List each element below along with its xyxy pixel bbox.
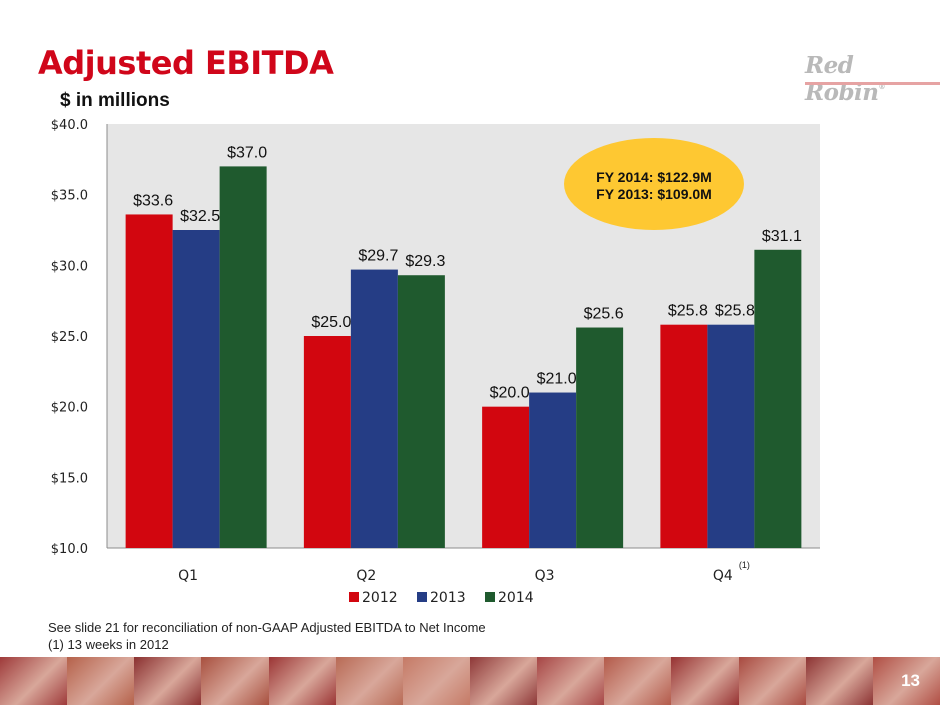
bar-2014-Q2 xyxy=(397,275,445,548)
legend-label: 2014 xyxy=(498,590,534,606)
bar-label: $25.8 xyxy=(715,303,755,320)
banner-photo-tile xyxy=(469,657,538,705)
reconciliation-footnote: See slide 21 for reconciliation of non-G… xyxy=(48,620,486,635)
bar-label: $21.0 xyxy=(537,371,577,388)
x-tick-label: Q3 xyxy=(535,568,555,584)
bar-2012-Q3 xyxy=(482,406,530,548)
x-tick-superscript: (1) xyxy=(739,560,750,570)
bar-label: $25.6 xyxy=(584,306,624,323)
legend-label: 2013 xyxy=(430,590,466,606)
bar-label: $29.3 xyxy=(405,253,445,270)
banner-photo-tile xyxy=(738,657,806,705)
bar-label: $33.6 xyxy=(133,192,173,209)
bar-2014-Q4 xyxy=(754,249,802,548)
bar-2014-Q3 xyxy=(576,327,624,548)
logo-underline xyxy=(805,82,940,85)
x-tick-label: Q2 xyxy=(356,568,376,584)
bar-2013-Q4 xyxy=(707,324,755,548)
banner-photo-tile xyxy=(805,657,873,705)
bar-2012-Q2 xyxy=(303,336,351,548)
x-axis-ticks: Q1 Q2 Q3 Q4 (1) xyxy=(178,560,750,584)
y-tick-label: $25.0 xyxy=(51,330,88,345)
banner-photo-tile xyxy=(872,657,940,705)
y-tick-label: $20.0 xyxy=(51,401,88,416)
banner-photo-tile xyxy=(335,657,403,705)
banner-photo-tile xyxy=(671,657,739,705)
banner-photo-tile xyxy=(67,657,135,705)
banner-photo-tile xyxy=(0,657,68,705)
registered-mark: ® xyxy=(878,82,886,91)
y-tick-label: $40.0 xyxy=(51,118,88,133)
bar-2012-Q1 xyxy=(125,214,173,548)
bar-label: $37.0 xyxy=(227,144,267,161)
legend-swatch-2012 xyxy=(349,592,359,602)
banner-photo-tile xyxy=(537,657,605,705)
banner-photo-tile xyxy=(268,657,336,705)
units-subtitle: $ in millions xyxy=(60,90,170,111)
bar-2014-Q1 xyxy=(219,166,267,548)
ebitda-bar-chart: $10.0 $15.0 $20.0 $25.0 $30.0 $35.0 $40.0 $33.… xyxy=(51,118,820,606)
bar-2012-Q4 xyxy=(660,324,708,548)
x-tick-label: Q1 xyxy=(178,568,198,584)
bar-label: $20.0 xyxy=(490,385,530,402)
legend: 2012 2013 2014 xyxy=(349,590,534,606)
bar-2013-Q1 xyxy=(172,230,220,548)
photo-banner xyxy=(0,657,940,705)
x-tick-label: Q4 xyxy=(713,568,733,584)
callout-line: FY 2014: $122.9M xyxy=(596,169,712,185)
bars xyxy=(125,166,802,548)
y-tick-label: $30.0 xyxy=(51,259,88,274)
legend-label: 2012 xyxy=(362,590,398,606)
callout-line: FY 2013: $109.0M xyxy=(596,186,712,202)
bar-label: $25.0 xyxy=(311,314,351,331)
bar-label: $25.8 xyxy=(668,303,708,320)
bar-label: $32.5 xyxy=(180,208,220,225)
bar-2013-Q2 xyxy=(350,269,398,548)
banner-photo-tile xyxy=(604,657,672,705)
page-number: 13 xyxy=(901,671,920,690)
bar-labels: $33.6 $32.5 $37.0 $25.0 $29.7 $29.3 $20.0 $21.0… xyxy=(133,144,802,401)
bar-2013-Q3 xyxy=(529,392,577,548)
weeks-footnote: (1) 13 weeks in 2012 xyxy=(48,637,169,652)
bar-label: $31.1 xyxy=(762,228,802,245)
y-tick-label: $15.0 xyxy=(51,471,88,486)
callout-ellipse xyxy=(564,138,744,230)
y-tick-label: $35.0 xyxy=(51,189,88,204)
legend-swatch-2013 xyxy=(417,592,427,602)
y-axis-ticks: $10.0 $15.0 $20.0 $25.0 $30.0 $35.0 $40.0 xyxy=(51,118,88,557)
slide-title: Adjusted EBITDA xyxy=(38,44,334,82)
legend-swatch-2014 xyxy=(485,592,495,602)
banner-photo-tile xyxy=(134,657,202,705)
bar-label: $29.7 xyxy=(358,248,398,265)
banner-photo-tile xyxy=(402,657,470,705)
y-tick-label: $10.0 xyxy=(51,542,88,557)
banner-photo-tile xyxy=(201,657,269,705)
